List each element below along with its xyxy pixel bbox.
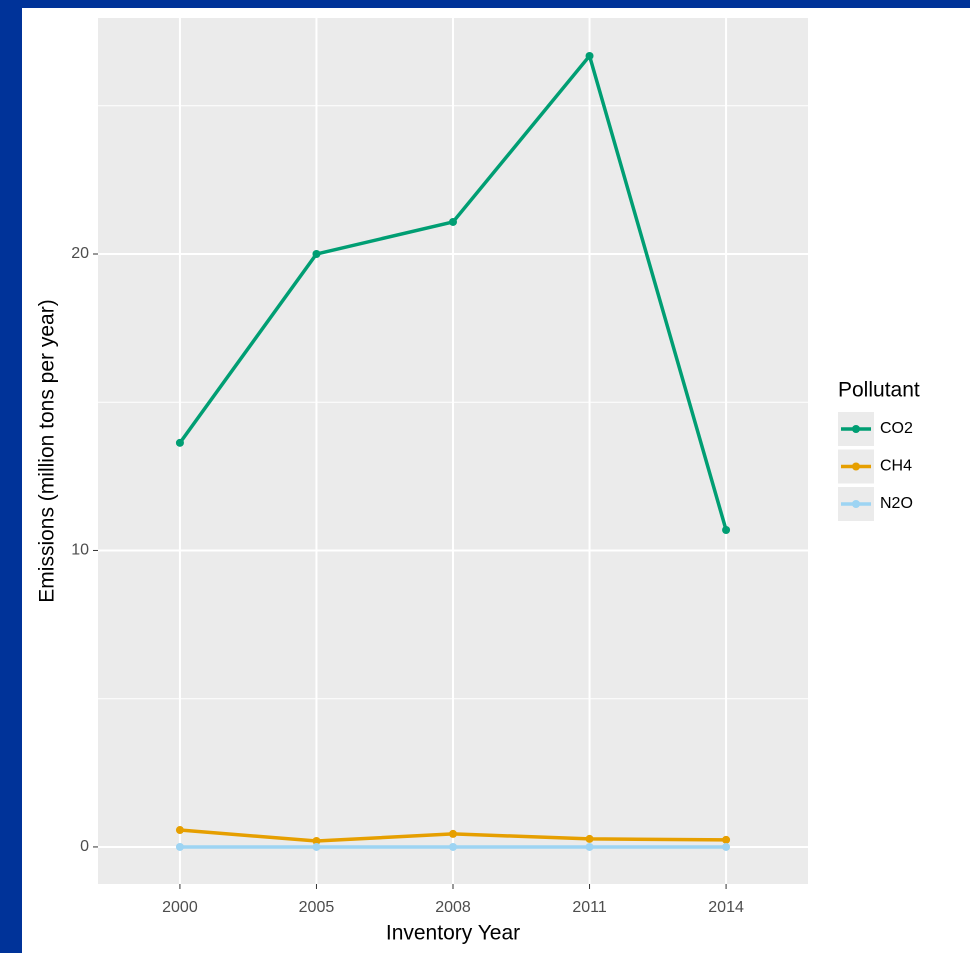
- data-point: [449, 842, 457, 851]
- data-point: [175, 438, 184, 447]
- x-tick-label: 2000: [162, 899, 198, 916]
- data-point: [312, 837, 321, 846]
- data-point: [585, 834, 594, 843]
- legend-key-point: [852, 500, 860, 508]
- data-point: [585, 842, 594, 851]
- data-point: [312, 249, 321, 258]
- x-tick-label: 2014: [708, 899, 744, 916]
- data-point: [585, 51, 594, 60]
- legend-key-point: [852, 462, 860, 471]
- data-point: [722, 526, 731, 535]
- data-point: [175, 826, 184, 835]
- data-point: [449, 829, 457, 838]
- y-tick-label: 20: [71, 245, 89, 262]
- legend-key-point: [852, 425, 860, 433]
- legend-label: CH4: [880, 458, 912, 475]
- legend-label: CO2: [880, 420, 913, 437]
- y-axis-title: Emissions (million tons per year): [36, 299, 59, 602]
- data-point: [175, 842, 184, 851]
- y-tick-label: 0: [80, 838, 89, 855]
- x-axis-title: Inventory Year: [386, 922, 520, 945]
- data-point: [449, 217, 457, 226]
- data-point: [312, 842, 321, 851]
- data-point: [722, 835, 731, 844]
- data-point: [722, 842, 731, 851]
- x-tick-label: 2008: [435, 899, 471, 916]
- x-tick-label: 2011: [572, 899, 607, 916]
- x-tick-label: 2005: [299, 899, 335, 916]
- legend-label: N2O: [880, 495, 913, 512]
- y-tick-label: 10: [71, 542, 89, 559]
- legend-title: Pollutant: [838, 379, 920, 402]
